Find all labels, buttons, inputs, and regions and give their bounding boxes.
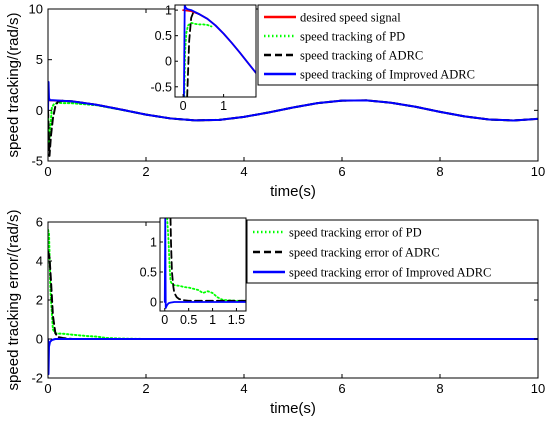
top-x-tick-label: 0 [44, 164, 51, 179]
bottom-legend-box [246, 219, 539, 284]
bottom-inset-x-tick-label: 1 [209, 313, 216, 327]
bottom-legend-entry: speed tracking error of ADRC [289, 246, 440, 260]
top-x-tick-label: 2 [142, 164, 149, 179]
bottom-y-tick-label: 2 [36, 293, 43, 308]
top-series-speed-tracking-of-improved-adrc [48, 80, 538, 122]
bottom-x-tick-label: 4 [240, 381, 247, 396]
top-legend-entry: speed tracking of Improved ADRC [300, 68, 475, 82]
bottom-y-tick-label: 4 [36, 254, 43, 269]
bottom-y-tick-label: 0 [36, 332, 43, 347]
bottom-legend-entry: speed tracking error of Improved ADRC [289, 266, 491, 280]
top-legend-entry: speed tracking of PD [300, 30, 405, 44]
top-y-tick-label: 10 [29, 2, 43, 17]
top-inset-series [182, 5, 256, 97]
bottom-x-tick-label: 10 [531, 381, 545, 396]
top-inset-x-tick-label: 1 [220, 99, 227, 113]
top-x-tick-label: 10 [531, 164, 545, 179]
bottom-x-tick-label: 8 [436, 381, 443, 396]
bottom-inset-x-tick-label: 0 [161, 313, 168, 327]
bottom-x-tick-label: 6 [338, 381, 345, 396]
top-inset-series-speed-tracking-of-pd [183, 21, 213, 97]
top-inset-y-tick-label: 0.5 [155, 29, 172, 43]
top-legend-box [257, 4, 539, 86]
bottom-x-tick-label: 0 [44, 381, 51, 396]
top-legend-entry: desired speed signal [300, 11, 401, 25]
bottom-x-axis-label: time(s) [270, 400, 316, 417]
bottom-inset-x-tick-label: 0.5 [180, 313, 197, 327]
bottom-legend-entry: speed tracking error of PD [289, 226, 422, 240]
bottom-inset-y-tick-label: 0 [150, 296, 157, 310]
top-inset-y-tick-label: 1 [165, 4, 172, 18]
top-y-axis-label: speed tracking/(rad/s) [5, 12, 22, 157]
bottom-legend: speed tracking error of PD speed tracking… [246, 219, 539, 284]
bottom-series-speed-tracking-error-of-improved-adrc [48, 338, 538, 376]
top-x-tick-label: 4 [240, 164, 247, 179]
bottom-inset-x-tick-label: 1.5 [228, 313, 245, 327]
bottom-inset-series-speed-tracking-error-of-improved-adrc [163, 218, 246, 309]
top-inset-y-tick-label: 0 [165, 55, 172, 69]
top-x-tick-label: 6 [338, 164, 345, 179]
bottom-inset-y-tick-label: 1 [150, 236, 157, 250]
bottom-inset-series-speed-tracking-error-of-pd [166, 218, 246, 302]
bottom-y-tick-label: -2 [31, 371, 43, 386]
bottom-plot-series [48, 228, 538, 376]
bottom-inset-series-speed-tracking-error-of-adrc [169, 218, 246, 302]
top-y-tick-label: -5 [31, 154, 43, 169]
bottom-inset-series [163, 218, 246, 309]
top-inset-series-speed-tracking-of-improved-adrc [183, 5, 256, 97]
top-inset-plot: 0 1 -0.5 0 0.5 1 [150, 4, 257, 113]
top-legend: desired speed signal speed tracking of PD… [257, 4, 539, 86]
top-inset-frame [174, 4, 257, 98]
top-plot-series [48, 80, 538, 157]
bottom-inset-frame [159, 217, 247, 312]
bottom-y-tick-label: 6 [36, 215, 43, 230]
bottom-inset-background [160, 218, 246, 311]
top-legend-entry: speed tracking of ADRC [300, 49, 423, 63]
bottom-y-axis-label: speed tracking error/(rad/s) [5, 210, 22, 391]
top-y-tick-label: 0 [36, 103, 43, 118]
top-inset-x-tick-label: 0 [180, 99, 187, 113]
bottom-inset-y-tick-label: 0.5 [140, 266, 157, 280]
top-inset-y-tick-label: -0.5 [150, 80, 172, 94]
bottom-inset-plot: 0 0.5 1 1.5 0 0.5 1 [140, 217, 247, 327]
top-x-axis-label: time(s) [270, 183, 316, 200]
top-y-tick-label: 5 [36, 52, 43, 67]
bottom-x-tick-label: 2 [142, 381, 149, 396]
top-x-tick-label: 8 [436, 164, 443, 179]
